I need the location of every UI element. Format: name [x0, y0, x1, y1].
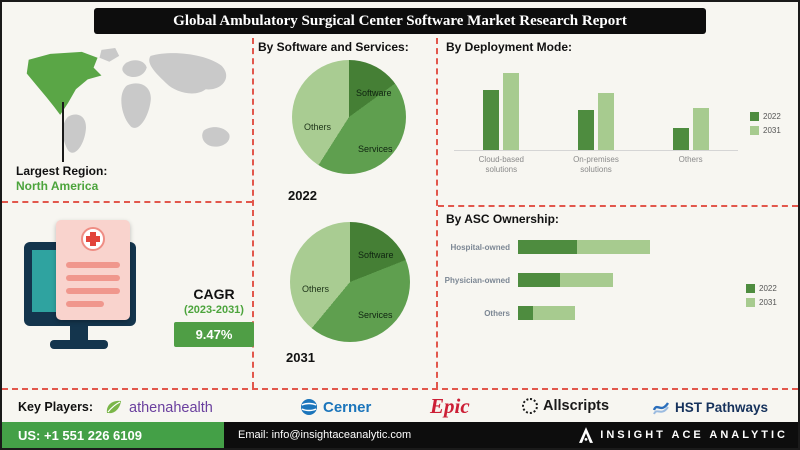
bar-category-label: On-premises solutions [573, 155, 619, 175]
key-players-label: Key Players: [18, 400, 94, 414]
cagr-block: CAGR (2023-2031) 9.47% [174, 286, 254, 347]
hbar-segment-2031 [560, 273, 614, 287]
divider-right-horizontal [438, 205, 798, 207]
pie-chart-2031 [290, 222, 410, 342]
pie-slice-label: Software [358, 250, 394, 260]
legend-entry: 2031 [750, 126, 781, 135]
legend-entry: 2022 [746, 284, 777, 293]
hst-wave-icon [652, 402, 670, 415]
legend-swatch [746, 284, 755, 293]
page-title: Global Ambulatory Surgical Center Softwa… [94, 8, 706, 34]
legend-swatch [750, 112, 759, 121]
legend-entry: 2022 [750, 112, 781, 121]
monitor-base [50, 340, 108, 349]
athenahealth-wordmark: athenahealth [129, 400, 213, 416]
cagr-label: CAGR [193, 286, 235, 302]
divider-vertical-1 [252, 38, 254, 388]
bar-category-label: Others [678, 155, 703, 164]
largest-region-label: Largest Region: [16, 164, 108, 178]
section-title-asc-ownership: By ASC Ownership: [446, 212, 559, 226]
allscripts-sphere-icon [522, 398, 538, 414]
logo-allscripts: Allscripts [522, 398, 609, 414]
ownership-bar-chart: Hospital-owned Physician-owned Others [438, 240, 748, 339]
hbar-segment-2031 [533, 306, 576, 320]
hbar-segment-2022 [518, 240, 577, 254]
hbar-category-label: Hospital-owned [450, 242, 510, 252]
allscripts-wordmark: Allscripts [543, 398, 610, 414]
bar-group: On-premises solutions [565, 66, 627, 176]
hbar-segment-2022 [518, 273, 560, 287]
legend-entry: 2031 [746, 298, 777, 307]
monitor-stand [70, 326, 88, 340]
bar-group: Others [660, 66, 722, 176]
epic-wordmark: Epic [430, 394, 470, 418]
hbar-segment-2031 [576, 240, 650, 254]
divider-bottom-horizontal [2, 388, 798, 390]
athenahealth-leaf-icon [106, 400, 121, 414]
bar-2031 [597, 92, 614, 150]
deployment-bar-chart: Cloud-based solutions On-premises solutio… [454, 66, 738, 176]
divider-left-horizontal [2, 201, 252, 203]
pie-chart-2022 [292, 60, 406, 174]
brand-block: INSIGHT ACE ANALYTIC [579, 427, 788, 443]
section-title-software-services: By Software and Services: [258, 40, 409, 54]
section-title-deployment-mode: By Deployment Mode: [446, 40, 573, 54]
region-pointer-line [62, 102, 64, 162]
hbar-row: Hospital-owned [438, 240, 748, 254]
medical-document [56, 220, 130, 320]
bar-2022 [483, 89, 500, 150]
brand-name: INSIGHT ACE ANALYTIC [600, 429, 788, 441]
pie-slice-label: Others [302, 284, 330, 294]
world-map [26, 47, 230, 153]
logo-hst-pathways: HST Pathways [652, 398, 768, 416]
pie-slice-label: Services [358, 310, 393, 320]
cerner-globe-icon [301, 399, 317, 415]
cagr-value-badge: 9.47% [174, 322, 254, 347]
hbar-segment-2022 [518, 306, 534, 320]
bar-chart-axis [454, 150, 738, 151]
hbar-category-label: Physician-owned [444, 275, 510, 285]
hbar-row: Others [438, 306, 748, 320]
footer-phone: US: +1 551 226 6109 [2, 422, 224, 448]
divider-vertical-2 [436, 38, 438, 388]
hst-wordmark: HST Pathways [675, 399, 769, 415]
pie-year-2022: 2022 [288, 188, 317, 203]
bar-2031 [692, 108, 709, 150]
legend-swatch [746, 298, 755, 307]
legend-swatch [750, 126, 759, 135]
bar-2031 [503, 73, 520, 150]
pie-slice-label: Others [304, 122, 332, 132]
logo-athenahealth: athenahealth [104, 398, 213, 418]
cagr-period: (2023-2031) [184, 304, 244, 316]
bar-category-label: Cloud-based solutions [478, 155, 525, 175]
deployment-legend: 2022 2031 [750, 112, 781, 135]
footer-email: Email: info@insightaceanalytic.com [238, 429, 412, 441]
logo-epic: Epic [430, 394, 470, 419]
bar-group: Cloud-based solutions [470, 66, 532, 176]
insightace-logo-icon [579, 427, 594, 443]
logo-cerner: Cerner [300, 398, 371, 416]
ownership-legend: 2022 2031 [746, 284, 777, 307]
bar-2022 [672, 128, 689, 150]
pie-slice-label: Services [358, 144, 393, 154]
cerner-wordmark: Cerner [323, 398, 372, 416]
pie-year-2031: 2031 [286, 350, 315, 365]
bar-2022 [577, 110, 594, 150]
computer-illustration [20, 216, 170, 366]
footer-bar: Email: info@insightaceanalytic.com INSIG… [224, 422, 798, 448]
medical-cross-icon [81, 227, 105, 251]
hbar-category-label: Others [484, 308, 510, 318]
pie-slice-label: Software [356, 88, 392, 98]
largest-region-value: North America [16, 179, 99, 193]
hbar-row: Physician-owned [438, 273, 748, 287]
